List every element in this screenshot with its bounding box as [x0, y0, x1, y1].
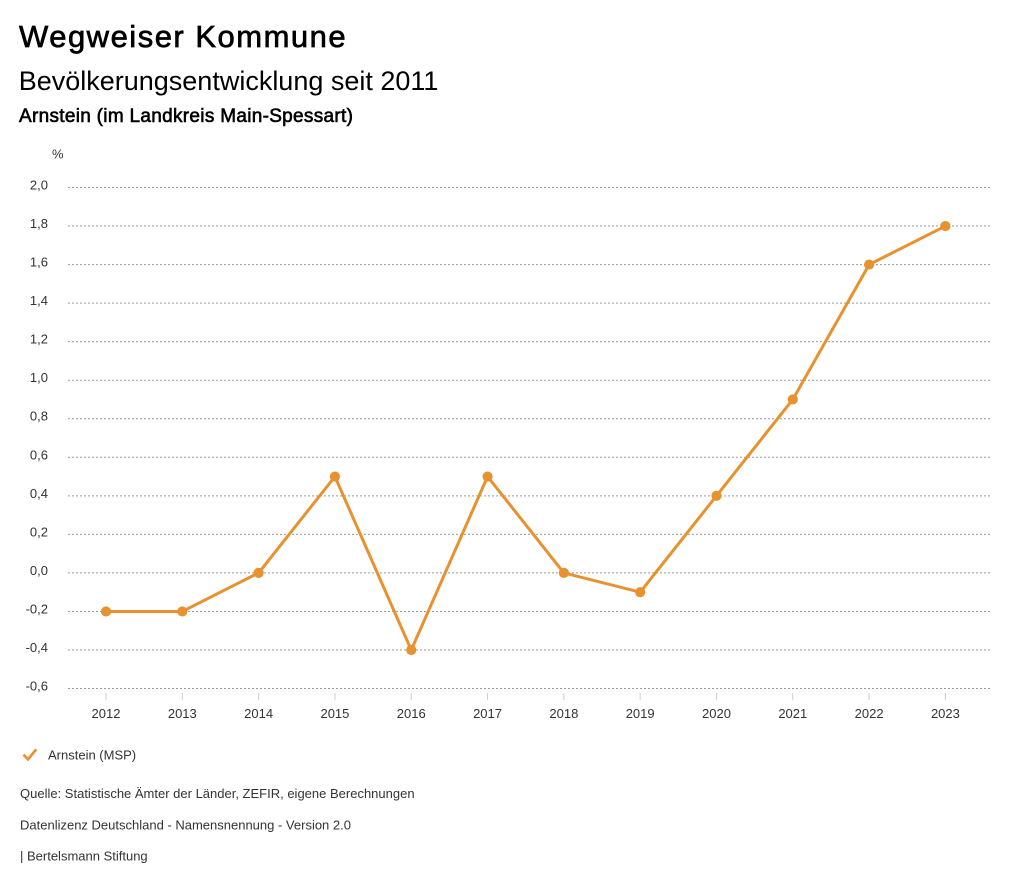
svg-text:1,2: 1,2 — [30, 332, 48, 347]
svg-text:1,0: 1,0 — [30, 370, 48, 385]
svg-text:%: % — [52, 147, 64, 162]
svg-text:Datenlizenz Deutschland - Name: Datenlizenz Deutschland - Namensnennung … — [20, 818, 351, 833]
svg-text:Wegweiser Kommune: Wegweiser Kommune — [19, 19, 347, 54]
svg-text:-0,2: -0,2 — [26, 601, 48, 616]
svg-text:2023: 2023 — [931, 706, 960, 721]
svg-text:2014: 2014 — [244, 706, 273, 721]
svg-text:Bevölkerungsentwicklung seit 2: Bevölkerungsentwicklung seit 2011 — [19, 66, 439, 96]
svg-text:2017: 2017 — [473, 706, 502, 721]
svg-text:-0,6: -0,6 — [26, 679, 48, 694]
svg-text:2021: 2021 — [778, 706, 807, 721]
svg-text:0,2: 0,2 — [30, 524, 48, 539]
svg-text:0,4: 0,4 — [30, 486, 48, 501]
svg-text:2020: 2020 — [702, 706, 731, 721]
svg-text:2018: 2018 — [549, 706, 578, 721]
svg-text:2016: 2016 — [397, 706, 426, 721]
svg-text:Arnstein (im Landkreis Main-Sp: Arnstein (im Landkreis Main-Spessart) — [19, 106, 353, 127]
svg-text:0,8: 0,8 — [30, 409, 48, 424]
svg-text:2015: 2015 — [320, 706, 349, 721]
svg-text:2022: 2022 — [855, 706, 884, 721]
svg-text:1,4: 1,4 — [30, 293, 48, 308]
svg-text:0,0: 0,0 — [30, 563, 48, 578]
svg-text:2013: 2013 — [168, 706, 197, 721]
svg-text:1,8: 1,8 — [30, 216, 48, 231]
svg-text:Arnstein (MSP): Arnstein (MSP) — [48, 748, 136, 763]
svg-text:2,0: 2,0 — [30, 178, 48, 193]
svg-text:0,6: 0,6 — [30, 447, 48, 462]
svg-text:| Bertelsmann Stiftung: | Bertelsmann Stiftung — [20, 849, 148, 864]
svg-text:1,6: 1,6 — [30, 255, 48, 270]
svg-text:2019: 2019 — [626, 706, 655, 721]
svg-text:2012: 2012 — [92, 706, 121, 721]
svg-text:-0,4: -0,4 — [26, 640, 48, 655]
svg-text:Quelle: Statistische Ämter der: Quelle: Statistische Ämter der Länder, Z… — [20, 786, 415, 801]
